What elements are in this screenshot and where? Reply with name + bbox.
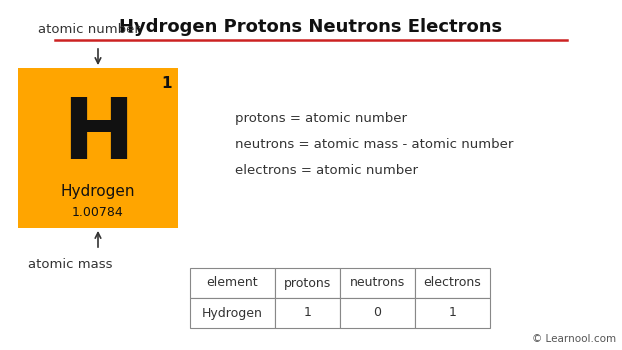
- Bar: [275, 298, 340, 328]
- Bar: [190, 298, 275, 328]
- Text: electrons: electrons: [424, 276, 481, 289]
- Text: element: element: [207, 276, 258, 289]
- Text: © Learnool.com: © Learnool.com: [532, 334, 616, 344]
- Text: atomic mass: atomic mass: [28, 258, 113, 271]
- Bar: [415, 298, 490, 328]
- Text: neutrons = atomic mass - atomic number: neutrons = atomic mass - atomic number: [235, 138, 513, 151]
- Bar: [275, 268, 340, 298]
- Text: 0: 0: [373, 307, 381, 320]
- Text: Hydrogen Protons Neutrons Electrons: Hydrogen Protons Neutrons Electrons: [119, 18, 503, 36]
- Bar: [340, 298, 415, 328]
- Text: atomic number: atomic number: [38, 23, 140, 36]
- Text: 1: 1: [448, 307, 457, 320]
- Bar: [415, 268, 490, 298]
- Text: neutrons: neutrons: [350, 276, 405, 289]
- Bar: [190, 268, 275, 298]
- Text: electrons = atomic number: electrons = atomic number: [235, 164, 418, 177]
- Text: Hydrogen: Hydrogen: [61, 184, 135, 199]
- Text: 1.00784: 1.00784: [72, 205, 124, 218]
- Text: protons = atomic number: protons = atomic number: [235, 112, 407, 125]
- Bar: [18, 68, 178, 228]
- Text: Hydrogen: Hydrogen: [202, 307, 263, 320]
- Text: 1: 1: [304, 307, 312, 320]
- Text: H: H: [62, 94, 134, 177]
- Text: protons: protons: [284, 276, 331, 289]
- Bar: [340, 268, 415, 298]
- Text: 1: 1: [162, 76, 172, 91]
